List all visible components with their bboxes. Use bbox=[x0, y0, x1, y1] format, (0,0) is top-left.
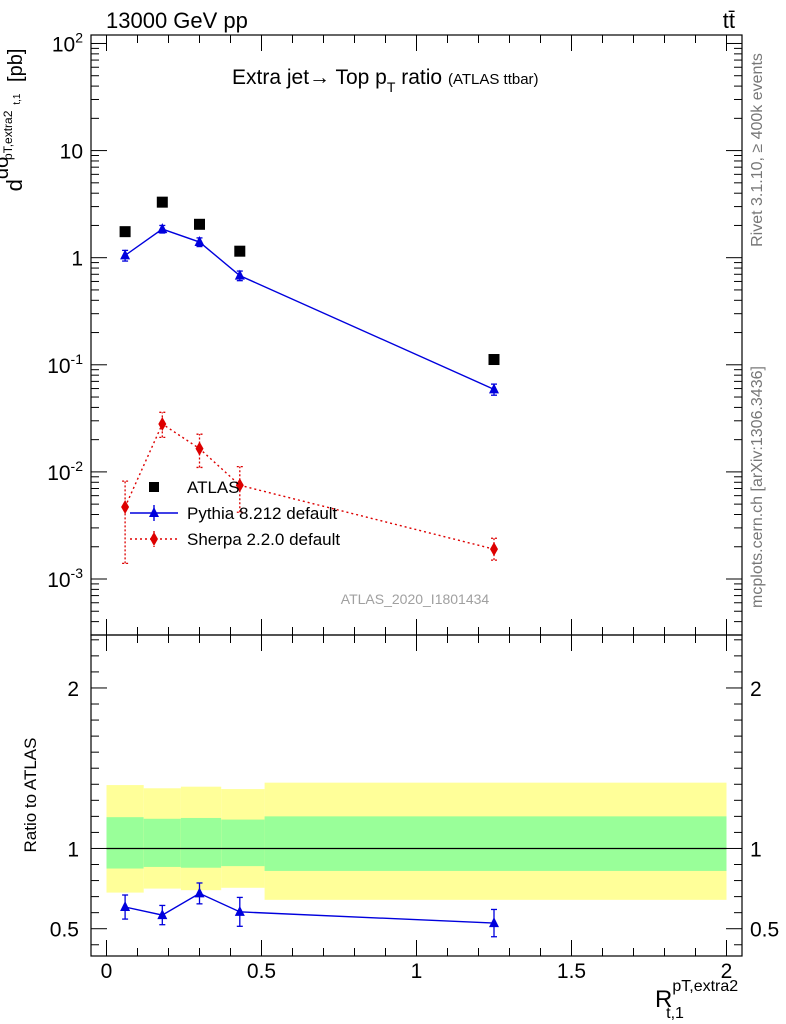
ratio-series-layer bbox=[120, 882, 499, 938]
ratio-y-axis-label: Ratio to ATLAS bbox=[21, 738, 40, 853]
ratio-y-tick-label-right: 0.5 bbox=[750, 919, 779, 942]
inner-uncertainty-band bbox=[106, 817, 144, 869]
pythia-point bbox=[120, 249, 131, 260]
atlas-point bbox=[488, 354, 500, 366]
process-label: tt̄ bbox=[723, 8, 735, 33]
legend: ATLAS Pythia 8.212 default Sherpa 2.2.0 de… bbox=[130, 478, 340, 549]
legend-sherpa-marker bbox=[150, 532, 158, 546]
legend-atlas-label: ATLAS bbox=[187, 478, 240, 497]
main-panel: 10-3 10-2 10-1 1 10 102 Extra jet→ Top pT rat… bbox=[0, 29, 743, 636]
ratio-uncertainty-bands bbox=[106, 782, 727, 900]
pythia-point bbox=[234, 269, 245, 280]
analysis-id: ATLAS_2020_I1801434 bbox=[341, 591, 490, 607]
pythia-point bbox=[194, 236, 205, 247]
x-tick-label: 2 bbox=[721, 960, 733, 983]
y-tick-exponent: -1 bbox=[71, 351, 84, 367]
plot-title: Extra jet→ Top pT ratio (ATLAS ttbar) bbox=[232, 66, 539, 95]
pythia-point bbox=[157, 223, 168, 234]
y-tick-label: 10-2 bbox=[47, 458, 83, 485]
inner-uncertainty-band bbox=[180, 817, 222, 868]
y-tick-label: 10 bbox=[60, 141, 83, 164]
y-tick-exponent: -3 bbox=[71, 565, 84, 581]
inner-uncertainty-band bbox=[264, 816, 727, 871]
rivet-version-label: Rivet 3.1.10, ≥ 400k events bbox=[749, 53, 766, 247]
main-axis-ticks: 10-3 10-2 10-1 1 10 102 bbox=[47, 29, 742, 636]
inner-uncertainty-band bbox=[143, 818, 181, 867]
ratio-axis-ticks: 0.5 0.5 1 1 2 2 0 0.5 1 1.5 2 bbox=[50, 635, 779, 983]
legend-pythia-marker bbox=[149, 507, 159, 517]
sherpa-point bbox=[158, 417, 167, 432]
ratio-pythia-point bbox=[489, 917, 499, 928]
y-tick-label: 1 bbox=[71, 248, 83, 271]
main-y-axis-label-text: ddσfidpT,extra2t,1 [pb] bbox=[0, 49, 27, 192]
mcplots-reference-label: mcplots.cern.ch [arXiv:1306.3436] bbox=[749, 366, 766, 608]
pythia-point bbox=[489, 383, 499, 394]
ratio-pythia-point bbox=[120, 901, 131, 912]
label-sub: pT,extra2 bbox=[1, 110, 15, 160]
y-tick-exponent: 2 bbox=[75, 29, 83, 45]
sherpa-point bbox=[121, 500, 130, 515]
main-y-axis-label: ddσfidpT,extra2t,1 [pb] bbox=[0, 49, 27, 192]
x-tick-label: 1.5 bbox=[557, 960, 586, 983]
ratio-y-tick-label-right: 2 bbox=[750, 678, 762, 701]
pythia-line bbox=[124, 228, 495, 390]
y-tick-exponent: -2 bbox=[71, 458, 84, 474]
ratio-y-tick-label-right: 1 bbox=[750, 838, 762, 861]
inner-uncertainty-band bbox=[221, 819, 265, 867]
ratio-panel: 0.5 0.5 1 1 2 2 0 0.5 1 1.5 2 Ratio to ATLAS RpT,e… bbox=[21, 634, 779, 1022]
atlas-point bbox=[156, 196, 168, 208]
atlas-point bbox=[234, 245, 246, 257]
legend-sherpa-label: Sherpa 2.2.0 default bbox=[187, 530, 340, 549]
sherpa-point bbox=[235, 478, 244, 493]
label-units: [pb] bbox=[5, 49, 27, 88]
atlas-point bbox=[119, 226, 131, 238]
legend-atlas-marker bbox=[149, 482, 159, 492]
atlas-point bbox=[194, 218, 205, 230]
ratio-pythia-point bbox=[234, 905, 245, 916]
label-sup: fid bbox=[0, 142, 3, 156]
label-numerator: dσ bbox=[0, 155, 13, 179]
ratio-y-tick-label: 1 bbox=[67, 838, 79, 861]
ratio-y-tick-label: 0.5 bbox=[50, 919, 79, 942]
ratio-pythia-point bbox=[157, 909, 168, 920]
label-sub2: t,1 bbox=[12, 93, 23, 105]
y-tick-label: 102 bbox=[52, 29, 83, 56]
header-title: 13000 GeV pp bbox=[106, 8, 248, 33]
x-axis-label: RpT,extra2 t,1 bbox=[655, 978, 738, 1022]
ratio-y-tick-label: 2 bbox=[67, 678, 79, 701]
sherpa-point bbox=[490, 542, 498, 557]
main-series-layer bbox=[119, 196, 500, 564]
y-tick-label: 10-1 bbox=[47, 351, 83, 378]
ratio-pythia-point bbox=[194, 887, 205, 898]
x-tick-label: 1 bbox=[411, 960, 423, 983]
x-tick-label: 0.5 bbox=[247, 960, 276, 983]
x-tick-label: 0 bbox=[101, 960, 113, 983]
legend-pythia-label: Pythia 8.212 default bbox=[187, 504, 338, 523]
sherpa-point bbox=[195, 441, 204, 456]
y-tick-label: 10-3 bbox=[47, 565, 83, 592]
